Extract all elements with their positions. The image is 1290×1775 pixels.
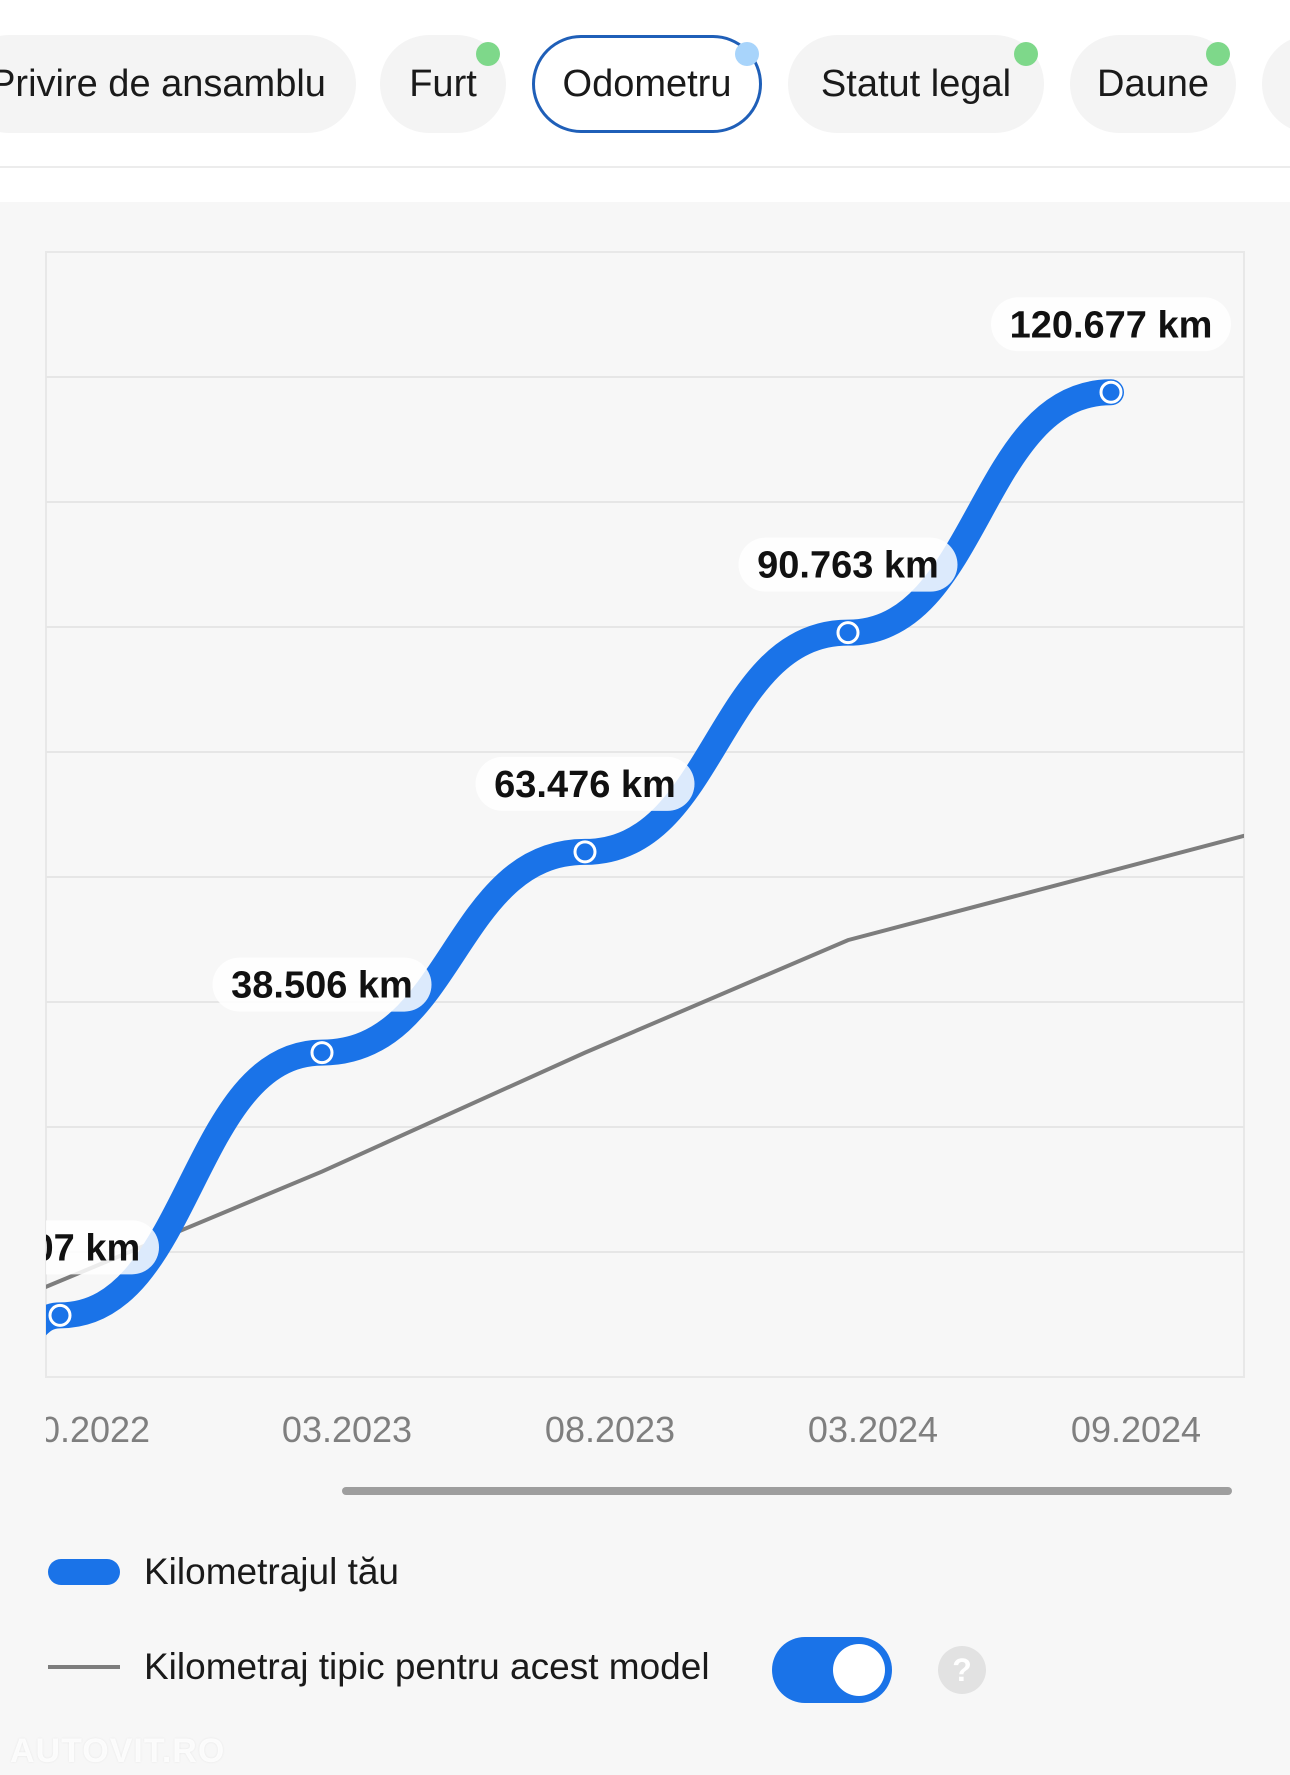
data-point	[836, 621, 860, 645]
tab-theft-label: Furt	[409, 63, 477, 105]
data-label-bg	[46, 1220, 159, 1275]
tab-overview[interactable]: Privire de ansamblu	[0, 35, 356, 133]
x-tick-label: 09.2024	[1071, 1409, 1201, 1450]
odometer-panel: 5.807 km 38.506 km 63.476 km 90.763 km 120.6…	[0, 202, 1290, 1775]
data-label: 120.677 km	[1010, 304, 1213, 346]
legend-label-typical-mileage: Kilometraj tipic pentru acest model	[144, 1646, 710, 1687]
horizontal-scrollbar	[342, 1487, 1232, 1495]
data-label: 5.807 km	[0, 1227, 140, 1269]
tab-more[interactable]	[1262, 35, 1290, 133]
x-tick-label: 08.2023	[545, 1409, 675, 1450]
tab-damage[interactable]: Daune	[1070, 35, 1236, 133]
tab-damage-label: Daune	[1097, 63, 1209, 105]
x-tick-label: 03.2023	[282, 1409, 412, 1450]
help-icon[interactable]: ?	[938, 1646, 986, 1694]
tab-theft[interactable]: Furt	[380, 35, 506, 133]
data-label-bg	[991, 297, 1231, 352]
data-label-bg	[212, 957, 432, 1012]
legend-label-your-mileage: Kilometrajul tău	[144, 1551, 400, 1592]
typical-mileage-toggle[interactable]	[772, 1637, 892, 1703]
data-label-bg	[738, 537, 958, 592]
series-line-typical-mileage	[46, 833, 1244, 1290]
tab-odometer-label: Odometru	[562, 63, 732, 105]
status-dot	[735, 42, 759, 66]
data-label: 38.506 km	[231, 965, 413, 1007]
tab-legal-status[interactable]: Statut legal	[788, 35, 1044, 133]
data-label: 90.763 km	[757, 545, 939, 587]
status-dot	[1206, 42, 1230, 66]
data-point	[1099, 380, 1123, 404]
plot-content: 5.807 km 38.506 km 63.476 km 90.763 km 120.6…	[0, 297, 1244, 1336]
watermark-logo: AUTOVIT.RO	[10, 1732, 226, 1770]
tab-legal-status-label: Statut legal	[820, 63, 1012, 105]
data-point	[310, 1041, 334, 1065]
x-tick-label: 03.2024	[808, 1409, 938, 1450]
plot-area	[45, 251, 1245, 1378]
status-dot	[1014, 42, 1038, 66]
tab-odometer[interactable]: Odometru	[532, 35, 762, 133]
tab-overview-label: Privire de ansamblu	[0, 63, 326, 105]
data-point	[573, 840, 597, 864]
data-point	[48, 1303, 72, 1327]
tab-bar: Privire de ansamblu Furt Odometru Statut…	[0, 0, 1290, 168]
toggle-knob	[833, 1644, 885, 1696]
tick-mask	[0, 1397, 46, 1457]
data-label: 63.476 km	[494, 764, 676, 806]
data-label-bg	[475, 756, 695, 811]
odometer-chart: 5.807 km 38.506 km 63.476 km 90.763 km 120.6…	[0, 251, 1245, 1495]
legend-swatch-typical-mileage	[48, 1665, 120, 1669]
status-dot	[476, 42, 500, 66]
legend-swatch-your-mileage	[48, 1559, 120, 1585]
